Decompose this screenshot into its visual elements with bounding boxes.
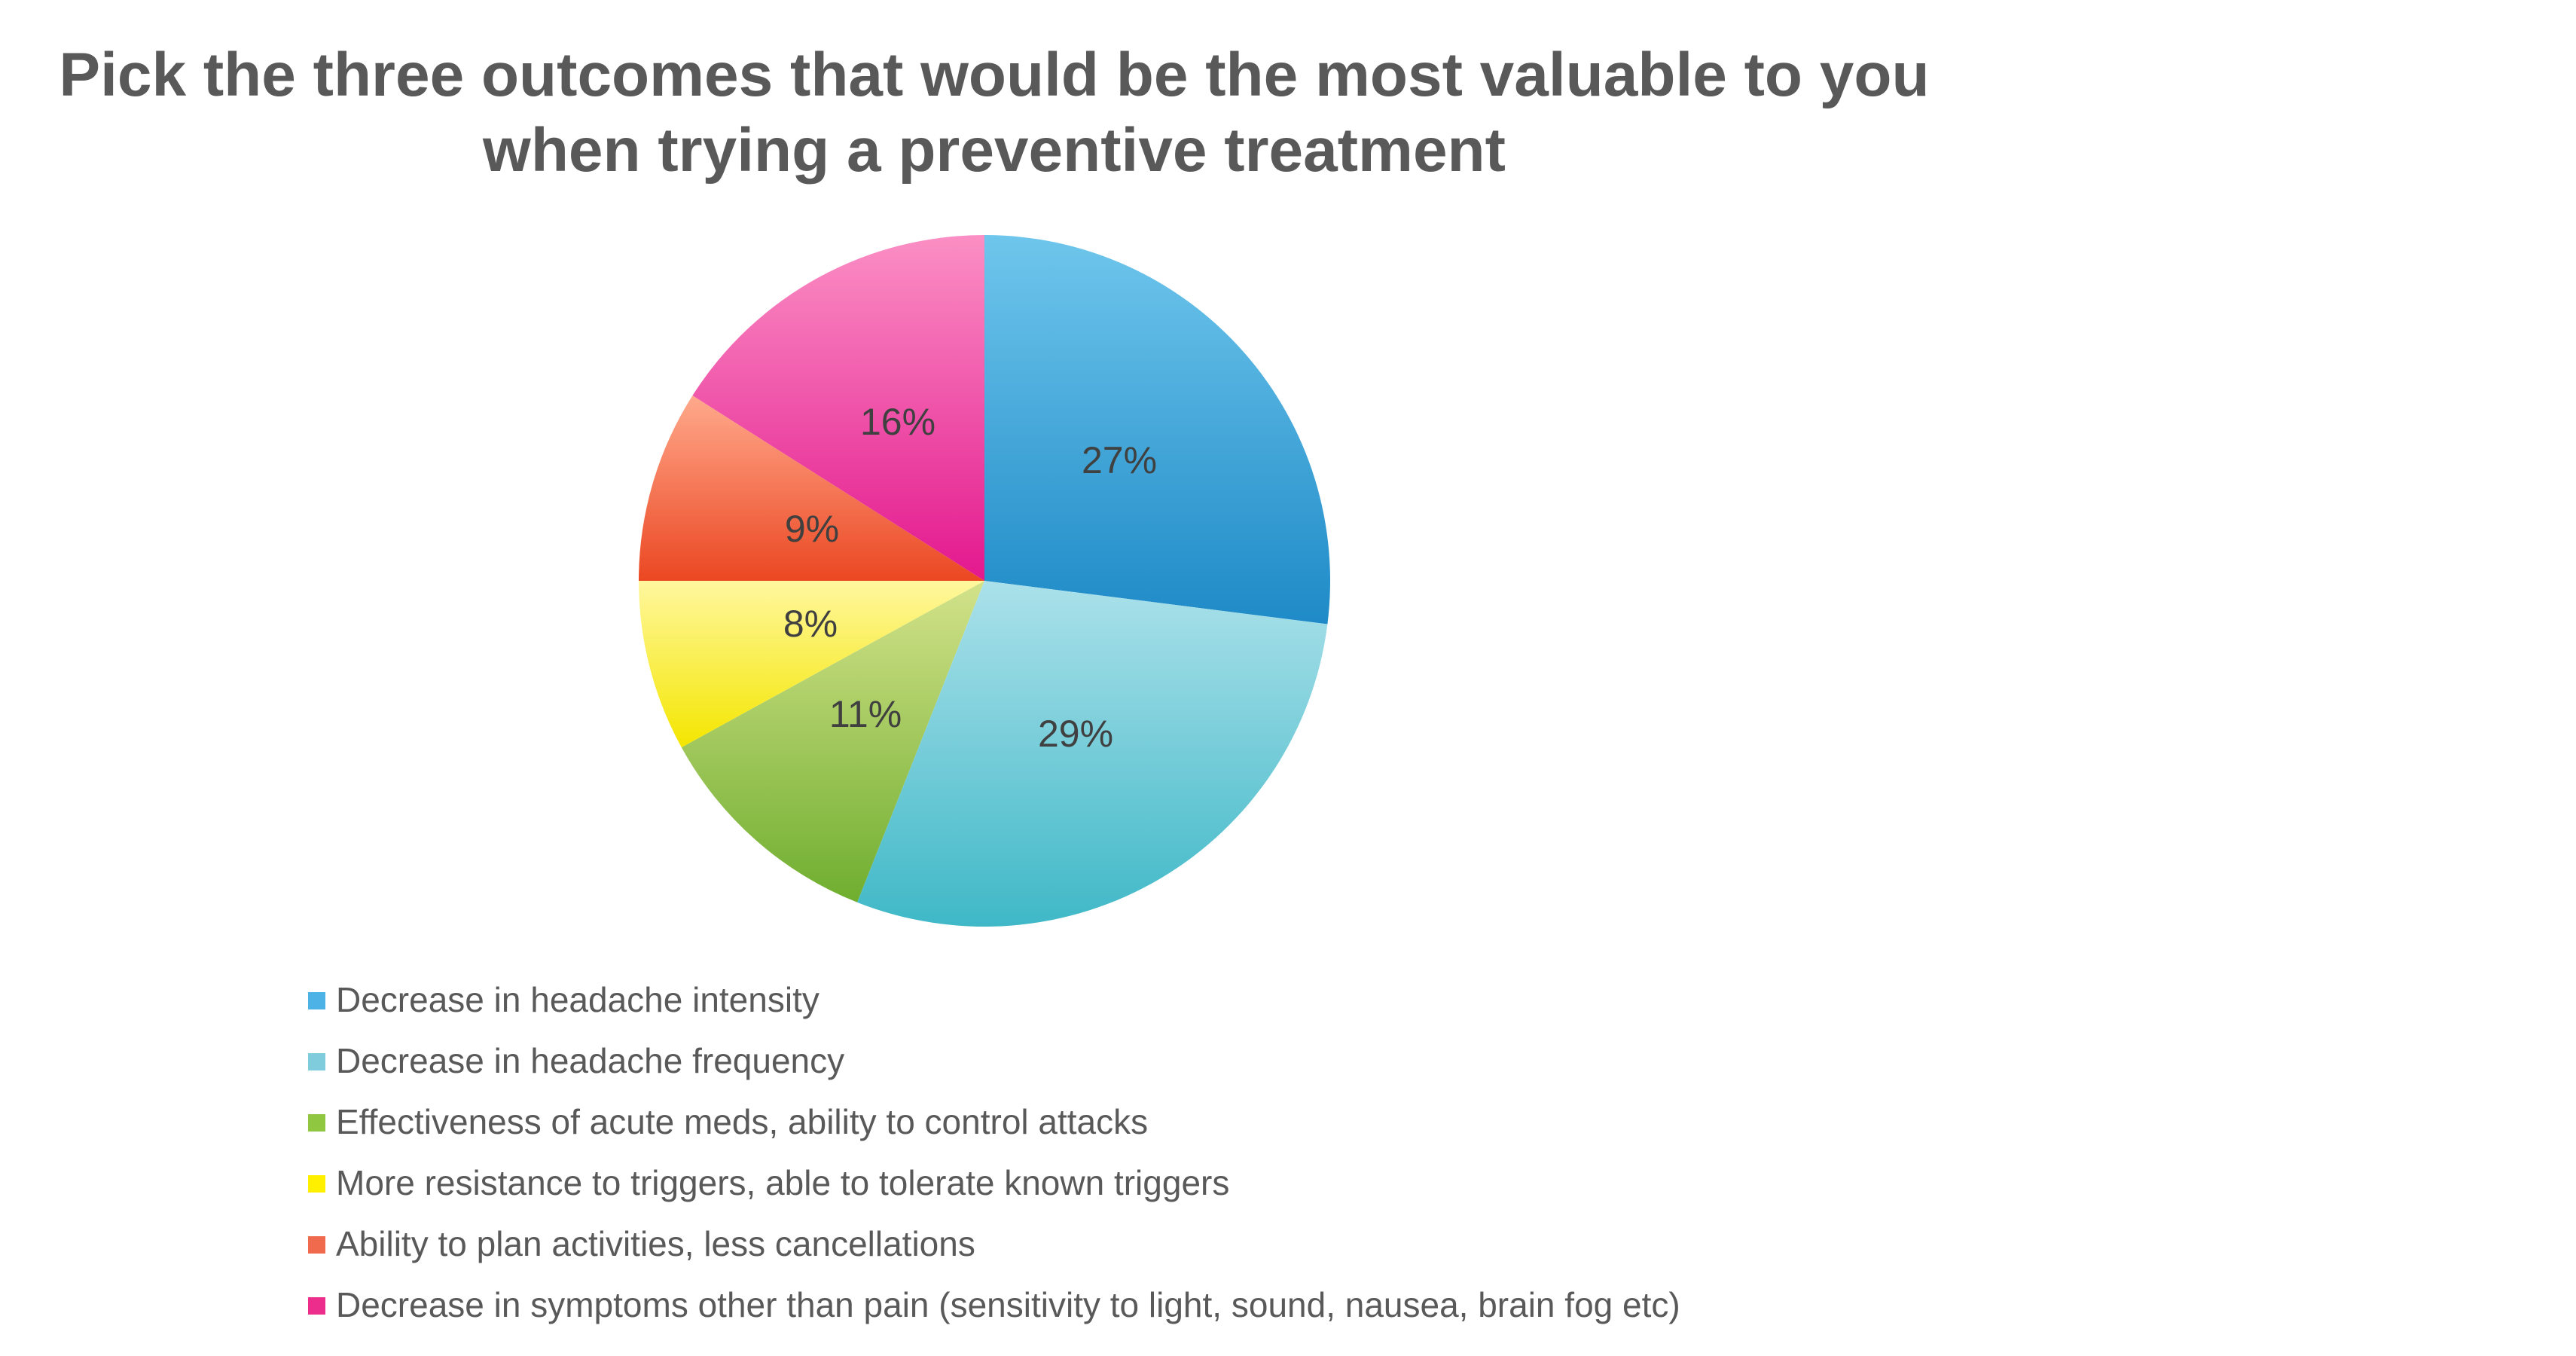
svg-text:29%: 29% (1038, 713, 1113, 755)
svg-text:8%: 8% (783, 603, 838, 645)
svg-text:9%: 9% (785, 508, 839, 550)
svg-text:27%: 27% (1082, 439, 1157, 481)
svg-text:16%: 16% (860, 401, 935, 443)
svg-text:11%: 11% (829, 693, 902, 735)
